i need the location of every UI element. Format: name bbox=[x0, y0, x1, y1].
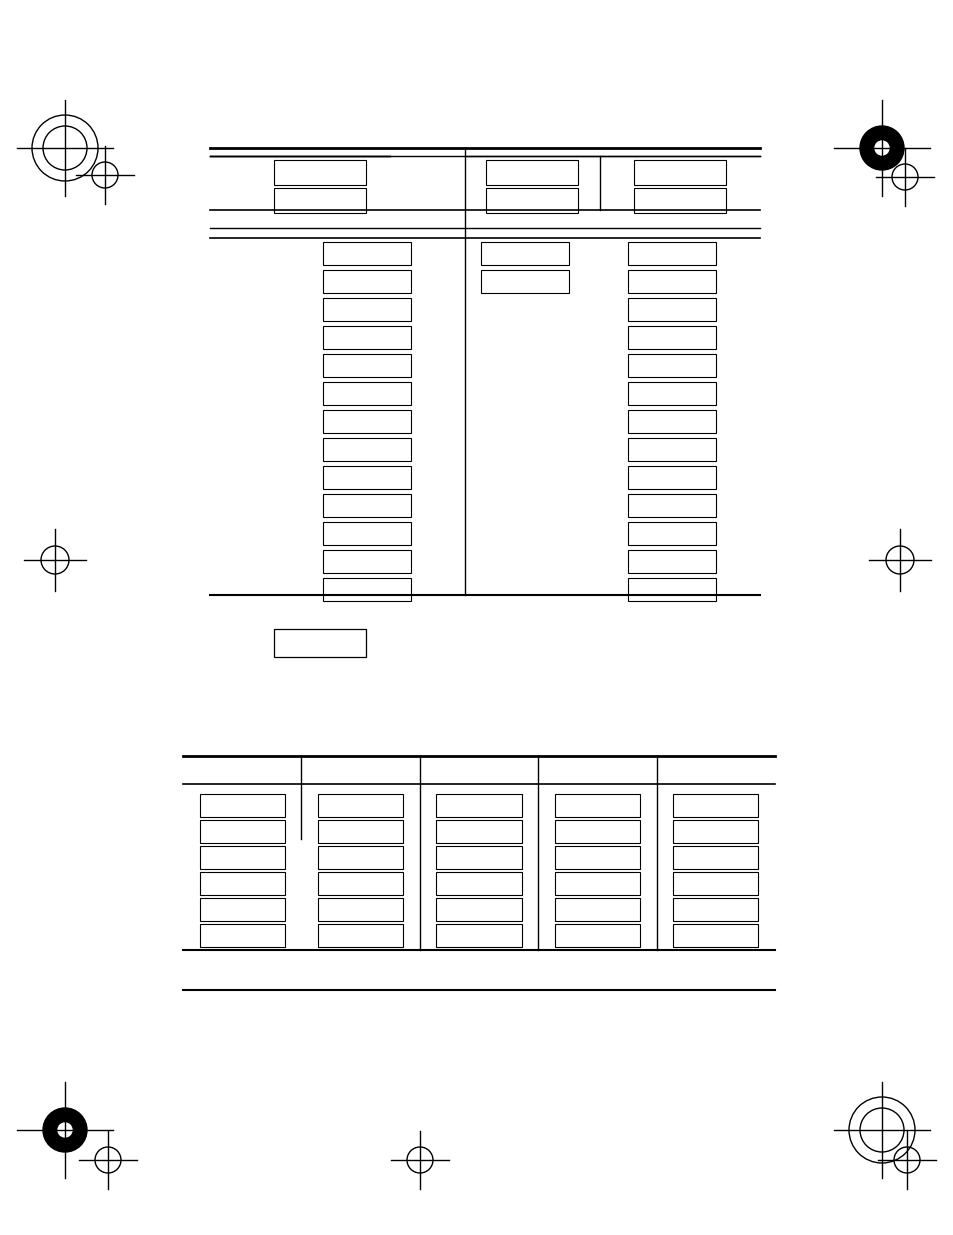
Bar bbox=[199, 872, 285, 895]
Bar bbox=[274, 629, 366, 657]
Bar bbox=[323, 466, 411, 489]
Bar bbox=[323, 269, 411, 293]
Bar bbox=[673, 820, 758, 844]
Bar bbox=[673, 924, 758, 947]
Bar bbox=[627, 521, 716, 545]
Bar bbox=[317, 872, 403, 895]
Bar bbox=[317, 898, 403, 921]
Circle shape bbox=[859, 126, 903, 170]
Bar bbox=[555, 872, 639, 895]
Bar bbox=[323, 382, 411, 405]
Bar bbox=[323, 521, 411, 545]
Bar bbox=[634, 188, 725, 212]
Bar bbox=[436, 820, 521, 844]
Bar bbox=[627, 578, 716, 600]
Bar bbox=[199, 898, 285, 921]
Bar bbox=[627, 494, 716, 516]
Bar bbox=[627, 550, 716, 573]
Bar bbox=[317, 924, 403, 947]
Bar bbox=[480, 269, 568, 293]
Bar bbox=[199, 820, 285, 844]
Bar bbox=[627, 326, 716, 348]
Bar bbox=[673, 872, 758, 895]
Bar bbox=[673, 846, 758, 869]
Bar bbox=[480, 242, 568, 264]
Bar bbox=[317, 794, 403, 816]
Bar bbox=[274, 188, 366, 212]
Bar bbox=[436, 898, 521, 921]
Bar bbox=[323, 494, 411, 516]
Bar bbox=[436, 872, 521, 895]
Circle shape bbox=[873, 141, 889, 156]
Circle shape bbox=[43, 1108, 87, 1152]
Bar bbox=[485, 159, 578, 184]
Bar bbox=[627, 410, 716, 432]
Bar bbox=[317, 846, 403, 869]
Bar bbox=[627, 353, 716, 377]
Bar bbox=[673, 898, 758, 921]
Bar bbox=[323, 410, 411, 432]
Bar bbox=[274, 159, 366, 184]
Bar bbox=[323, 298, 411, 321]
Bar bbox=[673, 794, 758, 816]
Bar bbox=[436, 794, 521, 816]
Bar bbox=[199, 924, 285, 947]
Bar bbox=[627, 437, 716, 461]
Bar bbox=[555, 924, 639, 947]
Bar bbox=[627, 298, 716, 321]
Bar bbox=[323, 578, 411, 600]
Bar bbox=[485, 188, 578, 212]
Bar bbox=[555, 820, 639, 844]
Bar bbox=[555, 846, 639, 869]
Bar bbox=[199, 794, 285, 816]
Bar bbox=[199, 846, 285, 869]
Bar bbox=[634, 159, 725, 184]
Bar bbox=[627, 382, 716, 405]
Bar bbox=[317, 820, 403, 844]
Bar bbox=[323, 437, 411, 461]
Bar bbox=[555, 898, 639, 921]
Bar bbox=[627, 466, 716, 489]
Bar bbox=[555, 794, 639, 816]
Bar bbox=[627, 242, 716, 264]
Bar bbox=[323, 353, 411, 377]
Bar bbox=[323, 326, 411, 348]
Bar bbox=[627, 269, 716, 293]
Circle shape bbox=[57, 1123, 72, 1137]
Bar bbox=[436, 846, 521, 869]
Bar bbox=[323, 550, 411, 573]
Bar bbox=[323, 242, 411, 264]
Bar bbox=[436, 924, 521, 947]
